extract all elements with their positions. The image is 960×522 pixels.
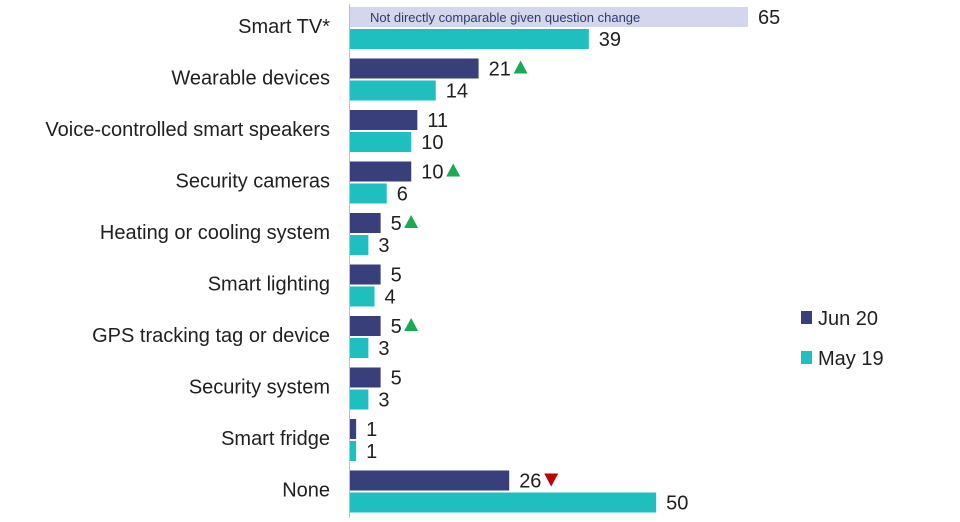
value-label-jun-20-wearable-devices: 21 (489, 59, 511, 81)
bar-jun-20-wearable-devices (350, 58, 479, 79)
value-label-jun-20-smart-lighting: 5 (391, 265, 402, 287)
category-label-gps-tracking-tag-or-device: GPS tracking tag or device (92, 325, 330, 347)
bars-group (350, 7, 748, 513)
category-label-heating-or-cooling-system: Heating or cooling system (100, 222, 330, 244)
value-label-jun-20-security-cameras: 10 (421, 162, 443, 184)
value-label-jun-20-security-system: 5 (391, 368, 402, 390)
category-label-smart-fridge: Smart fridge (221, 428, 330, 450)
change-marker-up-security-cameras (446, 163, 461, 177)
bar-jun-20-smart-fridge (350, 419, 357, 439)
category-label-none: None (282, 480, 330, 502)
bar-may-19-wearable-devices (350, 80, 436, 101)
bar-jun-20-smart-tv (350, 7, 748, 27)
value-label-jun-20-gps-tracking-tag-or-device: 5 (391, 316, 402, 338)
category-label-smart-tv: Smart TV* (238, 16, 330, 38)
value-label-jun-20-smart-fridge: 1 (366, 419, 377, 441)
bar-jun-20-none (350, 470, 510, 491)
bar-may-19-smart-fridge (350, 441, 357, 461)
bar-may-19-smart-tv (350, 29, 589, 49)
value-label-may-19-wearable-devices: 14 (446, 81, 468, 103)
category-label-security-system: Security system (189, 377, 330, 399)
legend: Jun 20 May 19 (801, 308, 884, 370)
bar-may-19-none (350, 492, 657, 513)
category-label-wearable-devices: Wearable devices (171, 68, 330, 90)
bar-may-19-security-system (350, 389, 369, 410)
legend-swatch-may-19 (801, 351, 812, 364)
change-marker-up-heating-or-cooling-system (404, 215, 419, 228)
value-label-jun-20-none: 26 (519, 471, 541, 493)
bar-jun-20-security-system (350, 367, 381, 388)
legend-label-jun-20: Jun 20 (818, 308, 878, 330)
bar-may-19-security-cameras (350, 183, 387, 204)
bar-jun-20-heating-or-cooling-system (350, 213, 381, 233)
change-marker-up-wearable-devices (513, 60, 528, 74)
bar-may-19-smart-lighting (350, 286, 375, 307)
bar-jun-20-gps-tracking-tag-or-device (350, 316, 381, 336)
bar-jun-20-voice-controlled-smart-speakers (350, 110, 418, 130)
value-label-may-19-security-system: 3 (378, 390, 389, 412)
bar-may-19-heating-or-cooling-system (350, 235, 369, 255)
value-label-may-19-smart-tv: 39 (599, 29, 621, 51)
change-marker-up-gps-tracking-tag-or-device (404, 318, 419, 331)
bar-may-19-gps-tracking-tag-or-device (350, 338, 369, 358)
value-label-may-19-smart-lighting: 4 (384, 287, 395, 309)
category-label-voice-controlled-smart-speakers: Voice-controlled smart speakers (45, 119, 330, 141)
value-label-jun-20-voice-controlled-smart-speakers: 11 (427, 110, 448, 132)
value-label-may-19-security-cameras: 6 (397, 184, 408, 206)
value-label-may-19-heating-or-cooling-system: 3 (378, 235, 389, 257)
value-label-jun-20-smart-tv: 65 (758, 7, 780, 29)
annotation-text: Not directly comparable given question c… (370, 10, 640, 25)
category-label-smart-lighting: Smart lighting (208, 274, 330, 296)
bar-may-19-voice-controlled-smart-speakers (350, 132, 412, 152)
legend-swatch-jun-20 (801, 311, 812, 324)
value-label-may-19-smart-fridge: 1 (366, 441, 377, 463)
bar-jun-20-smart-lighting (350, 264, 381, 285)
value-label-may-19-none: 50 (666, 493, 688, 515)
bar-jun-20-security-cameras (350, 161, 412, 182)
change-marker-down-none (544, 473, 559, 487)
value-label-may-19-gps-tracking-tag-or-device: 3 (378, 338, 389, 360)
value-label-may-19-voice-controlled-smart-speakers: 10 (421, 132, 443, 154)
legend-label-may-19: May 19 (818, 348, 884, 370)
category-label-security-cameras: Security cameras (176, 171, 331, 193)
value-label-jun-20-heating-or-cooling-system: 5 (391, 213, 402, 235)
